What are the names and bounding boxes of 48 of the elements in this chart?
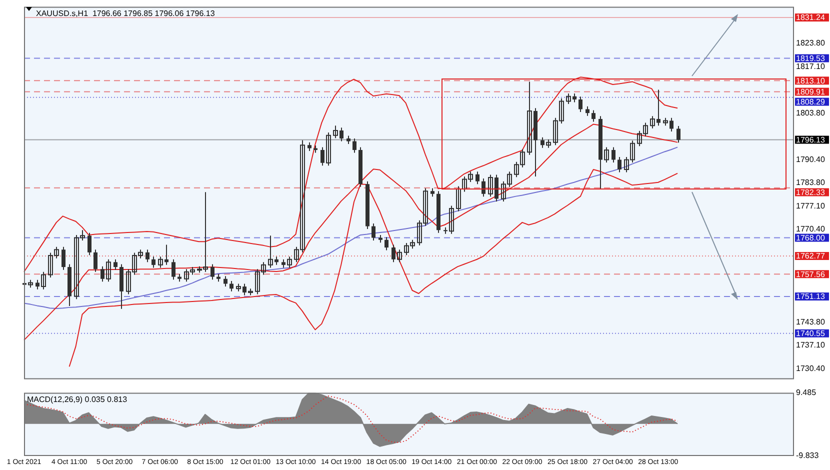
ref-line-label: 1740.55: [796, 329, 826, 338]
y-tick-label: 1823.80: [796, 38, 826, 48]
candlestick: [676, 125, 680, 144]
candlestick: [476, 171, 480, 185]
ref-line-label: 1762.77: [796, 252, 826, 261]
y-tick-label: 1790.40: [796, 154, 826, 164]
ref-line-label: 1831.24: [796, 13, 826, 22]
y-tick-label: 1777.10: [796, 201, 826, 210]
y-tick-label: -9.833: [796, 451, 820, 460]
chart-title: XAUUSD.s,H1 1796.66 1796.85 1796.06 1796.13: [36, 9, 216, 18]
candlestick: [114, 258, 118, 270]
ref-line-label: 1808.29: [796, 97, 826, 106]
candlestick: [372, 222, 376, 242]
y-tick-label: 1730.40: [796, 364, 826, 373]
candlestick: [384, 236, 388, 251]
candlestick: [612, 146, 616, 164]
candlestick: [224, 276, 228, 288]
candlestick: [482, 178, 486, 198]
candlestick: [230, 280, 234, 292]
ref-line-label: 1751.13: [796, 292, 826, 302]
candlestick: [62, 246, 66, 270]
candlestick: [592, 110, 596, 122]
y-tick-label: 1770.40: [796, 224, 826, 234]
y-tick-label: 1817.10: [796, 62, 826, 71]
ref-line-label: 1819.53: [796, 54, 826, 63]
candlestick: [172, 258, 176, 280]
ref-line-label: 1813.10: [796, 76, 826, 86]
candlestick: [94, 249, 98, 272]
candlestick: [456, 186, 461, 212]
candlestick: [618, 156, 622, 173]
y-tick-label: 9.485: [796, 388, 817, 398]
candlestick: [152, 256, 156, 268]
ref-line-label: 1796.13: [796, 135, 826, 144]
y-tick-label: 1783.80: [796, 178, 826, 187]
candlestick: [210, 264, 214, 280]
candlestick: [146, 249, 150, 263]
y-tick-label: 1743.80: [796, 317, 826, 326]
candlestick: [578, 96, 582, 113]
ref-line-label: 1768.00: [796, 233, 826, 242]
candlestick: [352, 138, 356, 154]
ref-line-label: 1782.33: [796, 188, 826, 197]
ref-line-label: 1757.56: [796, 270, 826, 279]
chart-title: MACD(12,26,9) 0.035 0.813: [27, 395, 128, 404]
y-tick-label: 1737.10: [796, 340, 826, 350]
ref-line-label: 1809.91: [796, 87, 826, 96]
candlestick: [586, 106, 590, 116]
candlestick: [88, 232, 92, 256]
y-tick-label: 1803.80: [796, 108, 826, 118]
